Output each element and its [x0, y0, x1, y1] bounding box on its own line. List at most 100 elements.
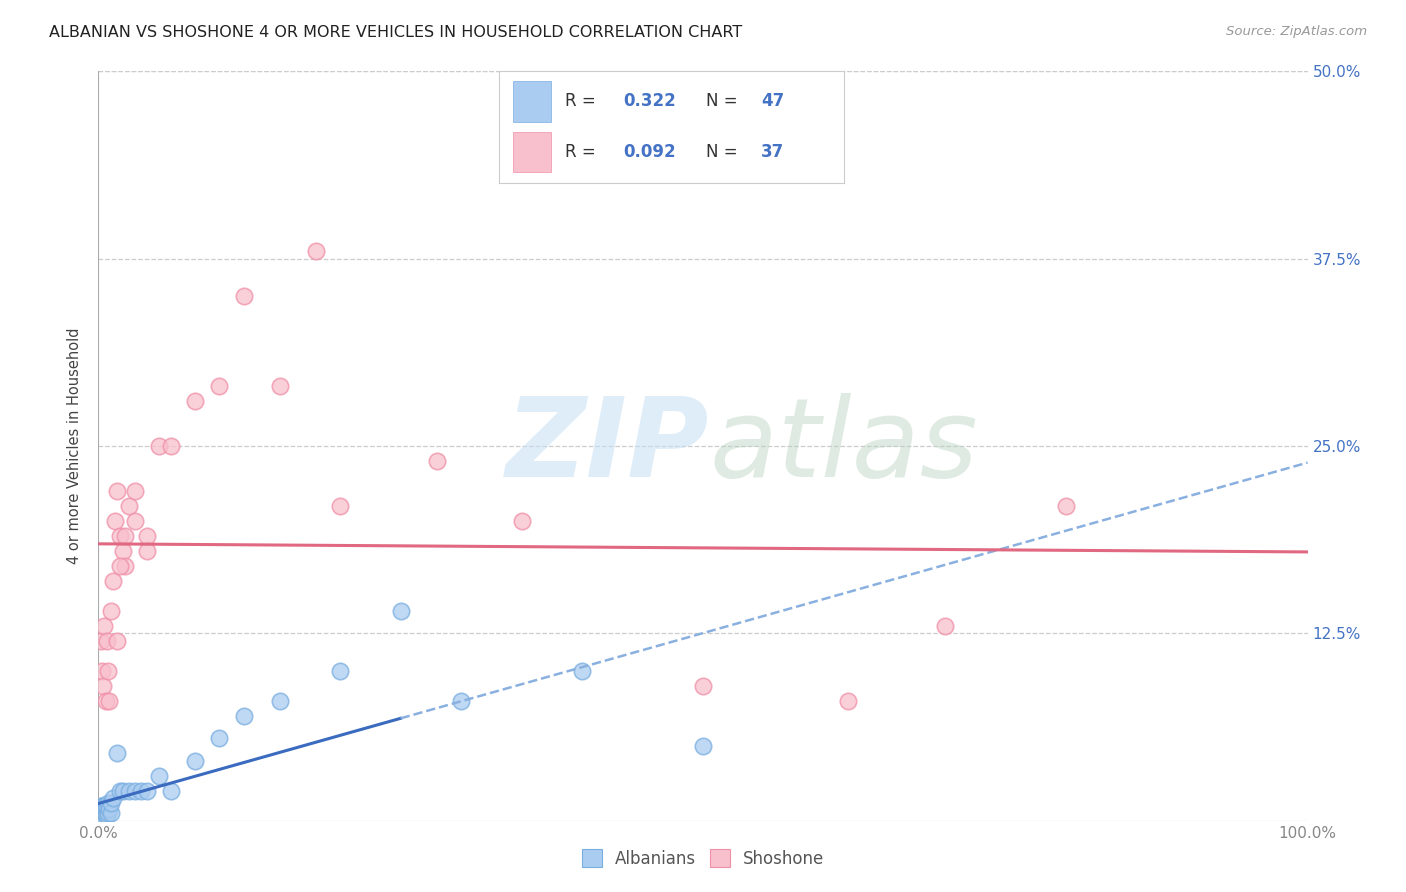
- Point: [96, 798, 118, 813]
- Point: [160, 439, 183, 453]
- Text: R =: R =: [565, 143, 600, 161]
- Point: [94, 694, 117, 708]
- Legend: Albanians, Shoshone: Albanians, Shoshone: [574, 841, 832, 876]
- Point: [93, 619, 115, 633]
- Point: [118, 499, 141, 513]
- Point: [124, 514, 146, 528]
- FancyBboxPatch shape: [513, 132, 551, 171]
- Point: [94, 807, 117, 822]
- Point: [329, 499, 352, 513]
- Text: N =: N =: [706, 93, 742, 111]
- Point: [934, 619, 956, 633]
- Point: [389, 604, 412, 618]
- FancyBboxPatch shape: [513, 81, 551, 121]
- Point: [91, 664, 114, 678]
- Point: [104, 514, 127, 528]
- Text: 47: 47: [761, 93, 785, 111]
- Point: [114, 529, 136, 543]
- Point: [108, 783, 131, 797]
- Point: [97, 664, 120, 678]
- Point: [90, 814, 112, 828]
- Point: [89, 806, 111, 821]
- Point: [129, 783, 152, 797]
- Point: [100, 806, 122, 821]
- Point: [232, 289, 254, 303]
- Text: atlas: atlas: [709, 392, 977, 500]
- Point: [89, 809, 111, 823]
- Point: [124, 483, 146, 498]
- Point: [90, 633, 112, 648]
- Point: [94, 800, 117, 814]
- Point: [91, 798, 114, 813]
- Point: [837, 694, 859, 708]
- Text: R =: R =: [565, 93, 600, 111]
- Point: [184, 754, 207, 768]
- Text: 37: 37: [761, 143, 785, 161]
- Point: [93, 805, 115, 819]
- Point: [97, 806, 120, 821]
- Point: [148, 439, 170, 453]
- Point: [96, 633, 118, 648]
- Point: [90, 798, 112, 813]
- Point: [208, 379, 231, 393]
- Point: [510, 514, 533, 528]
- Point: [111, 783, 134, 797]
- Point: [124, 783, 146, 797]
- Point: [135, 783, 157, 797]
- Point: [305, 244, 328, 259]
- Point: [269, 694, 291, 708]
- Point: [100, 604, 122, 618]
- Point: [232, 708, 254, 723]
- Point: [96, 807, 118, 822]
- Point: [450, 694, 472, 708]
- Point: [111, 544, 134, 558]
- Point: [426, 454, 449, 468]
- Point: [91, 798, 114, 813]
- Point: [269, 379, 291, 393]
- Text: 0.322: 0.322: [623, 93, 676, 111]
- Point: [93, 798, 115, 813]
- Point: [101, 574, 124, 588]
- Point: [114, 558, 136, 573]
- Point: [692, 679, 714, 693]
- Text: ALBANIAN VS SHOSHONE 4 OR MORE VEHICLES IN HOUSEHOLD CORRELATION CHART: ALBANIAN VS SHOSHONE 4 OR MORE VEHICLES …: [49, 25, 742, 40]
- Point: [208, 731, 231, 746]
- Point: [97, 796, 120, 810]
- Point: [105, 746, 128, 760]
- Point: [160, 783, 183, 797]
- Point: [91, 809, 114, 823]
- Point: [98, 802, 121, 816]
- Point: [329, 664, 352, 678]
- Point: [91, 809, 114, 823]
- Point: [184, 394, 207, 409]
- Point: [90, 809, 112, 823]
- Point: [93, 811, 115, 825]
- Point: [135, 529, 157, 543]
- Point: [571, 664, 593, 678]
- Point: [91, 814, 114, 828]
- Point: [108, 558, 131, 573]
- Point: [148, 769, 170, 783]
- Point: [91, 803, 114, 817]
- Text: N =: N =: [706, 143, 742, 161]
- Point: [108, 529, 131, 543]
- Point: [91, 679, 114, 693]
- Text: Source: ZipAtlas.com: Source: ZipAtlas.com: [1226, 25, 1367, 38]
- Point: [90, 806, 112, 821]
- Point: [105, 483, 128, 498]
- Point: [135, 544, 157, 558]
- Point: [692, 739, 714, 753]
- Point: [89, 814, 111, 828]
- Point: [91, 805, 114, 819]
- Y-axis label: 4 or more Vehicles in Household: 4 or more Vehicles in Household: [67, 327, 83, 565]
- Point: [101, 791, 124, 805]
- Point: [89, 802, 111, 816]
- Point: [90, 803, 112, 817]
- Point: [98, 694, 121, 708]
- Text: ZIP: ZIP: [506, 392, 709, 500]
- Point: [100, 796, 122, 810]
- Text: 0.092: 0.092: [623, 143, 676, 161]
- Point: [1054, 499, 1077, 513]
- Point: [118, 783, 141, 797]
- Point: [105, 633, 128, 648]
